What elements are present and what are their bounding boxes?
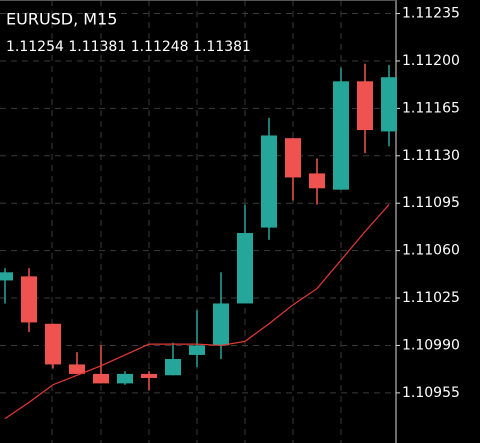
candle-body [237,233,253,304]
y-tick-label: 1.11060 [402,243,460,259]
ohlc-readout: 1.11254 1.11381 1.11248 1.11381 [6,39,251,55]
candle-body [381,77,397,132]
y-tick-label: 1.11235 [402,6,460,22]
candle-body [117,373,133,384]
candle-body [213,303,229,346]
candle-body [45,323,61,365]
candle-body [333,81,349,190]
y-tick-label: 1.11095 [402,195,460,211]
y-tick-label: 1.11025 [402,290,460,306]
candle-body [285,138,301,178]
y-tick-label: 1.11130 [402,148,460,164]
candle-body [261,135,277,228]
candle-body [309,173,325,189]
candle-body [357,81,373,131]
y-tick-label: 1.11200 [402,53,460,69]
y-tick-label: 1.10990 [402,337,460,353]
chart-title: EURUSD, M15 [6,10,117,29]
y-tick-label: 1.11165 [402,100,460,116]
candle-body [189,345,205,355]
y-tick-label: 1.10955 [402,385,460,401]
moving-average [4,204,390,420]
candle-body [0,272,13,281]
candle-body [165,359,181,376]
candle-body [141,373,157,378]
candle-body [93,373,109,384]
candle-body [69,364,85,374]
candle-body [21,276,37,323]
